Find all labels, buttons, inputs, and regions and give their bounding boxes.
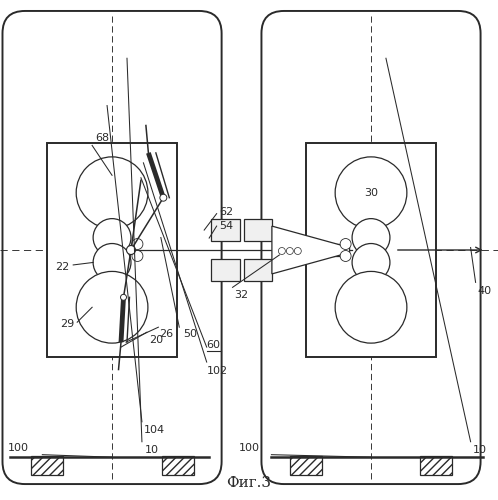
Text: 10: 10 [144,445,158,455]
Circle shape [121,294,126,300]
Circle shape [294,248,301,254]
Text: 62: 62 [219,207,233,217]
Circle shape [160,194,167,201]
Circle shape [352,218,390,256]
Circle shape [76,272,148,343]
Text: 68: 68 [96,133,110,143]
Bar [211,218,240,241]
FancyBboxPatch shape [261,11,481,484]
Bar [306,143,436,357]
Text: 22: 22 [55,262,69,272]
Text: 50: 50 [183,328,197,338]
Circle shape [126,246,135,254]
Bar [290,456,322,475]
Circle shape [93,218,131,256]
Circle shape [340,250,351,262]
Circle shape [132,250,143,262]
Text: 29: 29 [60,318,75,328]
Bar [274,244,347,256]
Text: 40: 40 [477,286,491,296]
Circle shape [352,244,390,282]
Polygon shape [272,226,350,274]
Bar [211,259,240,281]
Circle shape [76,157,148,228]
Bar [31,456,63,475]
Text: 102: 102 [207,366,228,376]
Bar [47,143,177,357]
Circle shape [340,238,351,250]
Text: 32: 32 [234,290,248,300]
Text: 100: 100 [239,443,260,453]
Circle shape [278,248,285,254]
Text: 20: 20 [149,334,163,344]
Text: 54: 54 [219,221,233,231]
Text: 104: 104 [143,426,164,436]
Text: 26: 26 [159,328,173,338]
Bar [162,456,194,475]
FancyBboxPatch shape [2,11,222,484]
Circle shape [335,272,407,343]
Text: Фиг.3: Фиг.3 [227,476,271,490]
Bar [244,218,272,241]
Circle shape [335,157,407,228]
Text: 30: 30 [364,188,378,198]
Circle shape [132,238,143,250]
Bar [420,456,452,475]
Text: 100: 100 [8,443,29,453]
Text: 10: 10 [473,445,487,455]
Text: 60: 60 [207,340,221,349]
Circle shape [286,248,293,254]
Circle shape [93,244,131,282]
Bar [244,259,272,281]
